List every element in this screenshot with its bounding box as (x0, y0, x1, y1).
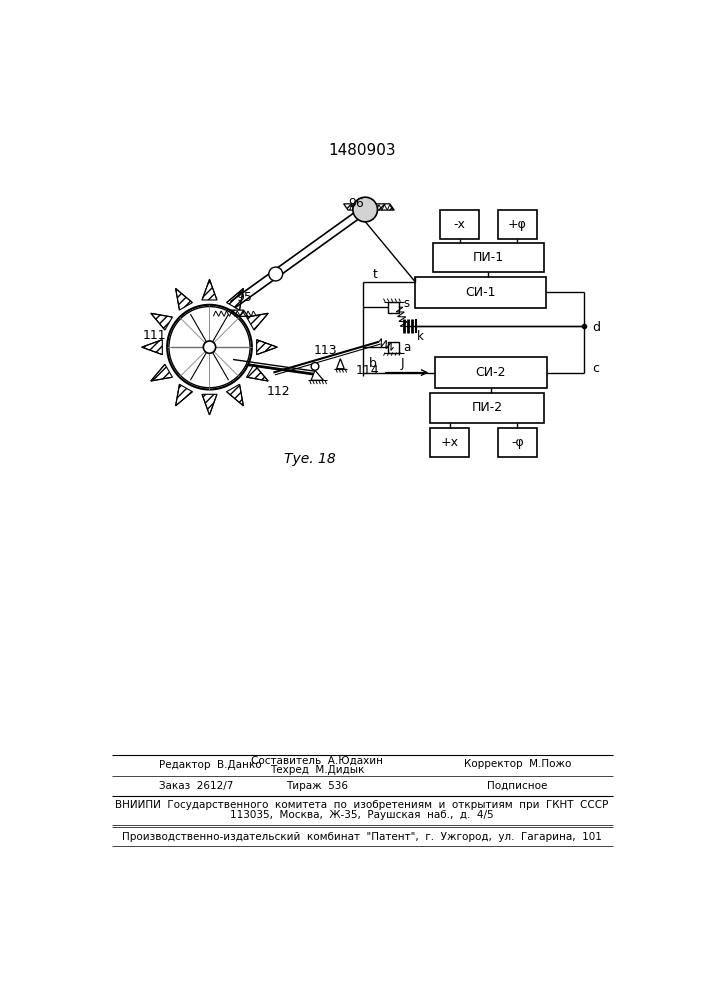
Text: Производственно-издательский  комбинат  "Патент",  г.  Ужгород,  ул.  Гагарина, : Производственно-издательский комбинат "П… (122, 832, 602, 842)
Bar (498, 428, 537, 457)
Text: J: J (400, 357, 404, 370)
Text: 95: 95 (236, 291, 252, 304)
Circle shape (269, 267, 283, 281)
Text: Подписное: Подписное (487, 781, 548, 791)
Polygon shape (311, 370, 324, 380)
Text: СИ-1: СИ-1 (465, 286, 496, 299)
Bar (435, 357, 547, 388)
Polygon shape (257, 340, 277, 355)
Circle shape (167, 305, 252, 389)
Text: d: d (592, 321, 600, 334)
Text: +x: +x (440, 436, 459, 449)
Polygon shape (247, 313, 268, 330)
Bar (431, 393, 544, 423)
Text: СИ-2: СИ-2 (475, 366, 506, 379)
Polygon shape (344, 204, 395, 210)
Text: 113: 113 (313, 344, 337, 358)
Bar (433, 243, 544, 272)
Text: +φ: +φ (508, 218, 527, 231)
Text: ВНИИПИ  Государственного  комитета  по  изобретениям  и  открытиям  при  ГКНТ  С: ВНИИПИ Государственного комитета по изоб… (115, 800, 609, 810)
Text: Заказ  2612/7: Заказ 2612/7 (160, 781, 234, 791)
Polygon shape (337, 359, 344, 369)
Polygon shape (227, 384, 243, 406)
Circle shape (169, 307, 250, 388)
Text: s: s (404, 297, 409, 310)
Bar (431, 428, 469, 457)
Text: 114: 114 (356, 364, 379, 377)
Text: ПИ-2: ПИ-2 (472, 401, 503, 414)
Text: c: c (592, 362, 600, 375)
Polygon shape (175, 288, 192, 310)
Polygon shape (247, 364, 268, 381)
Polygon shape (202, 279, 217, 300)
Text: Составитель  А.Юдахин: Составитель А.Юдахин (251, 756, 383, 766)
Text: 96: 96 (348, 197, 363, 210)
Polygon shape (202, 394, 217, 415)
Text: Редактор  В.Данко: Редактор В.Данко (160, 759, 262, 770)
Polygon shape (151, 313, 173, 330)
Polygon shape (151, 364, 173, 381)
Text: -x: -x (454, 218, 466, 231)
Text: ПИ-1: ПИ-1 (473, 251, 504, 264)
Circle shape (204, 341, 216, 353)
Polygon shape (175, 384, 192, 406)
Text: a: a (404, 341, 411, 354)
Bar (440, 210, 479, 239)
Text: Τуе. 18: Τуе. 18 (284, 452, 335, 466)
Text: -φ: -φ (511, 436, 524, 449)
Bar (388, 302, 399, 312)
Text: k: k (416, 330, 423, 343)
Text: Корректор  М.Пожо: Корректор М.Пожо (464, 759, 571, 769)
Text: t: t (373, 267, 378, 280)
Circle shape (353, 197, 378, 222)
Circle shape (311, 363, 319, 370)
Text: 1480903: 1480903 (328, 143, 396, 158)
Text: b: b (369, 357, 377, 370)
Polygon shape (205, 310, 248, 316)
Text: 112: 112 (267, 385, 291, 398)
Polygon shape (141, 340, 163, 355)
Text: 111: 111 (143, 329, 166, 342)
Text: Техред  М.Дидык: Техред М.Дидык (270, 765, 365, 775)
Polygon shape (227, 288, 243, 310)
Bar (498, 210, 537, 239)
Text: Тираж  536: Тираж 536 (286, 781, 349, 791)
Text: 113035,  Москва,  Ж-35,  Раушская  наб.,  д.  4/5: 113035, Москва, Ж-35, Раушская наб., д. … (230, 810, 493, 820)
Bar (388, 342, 399, 353)
Bar (415, 277, 546, 308)
